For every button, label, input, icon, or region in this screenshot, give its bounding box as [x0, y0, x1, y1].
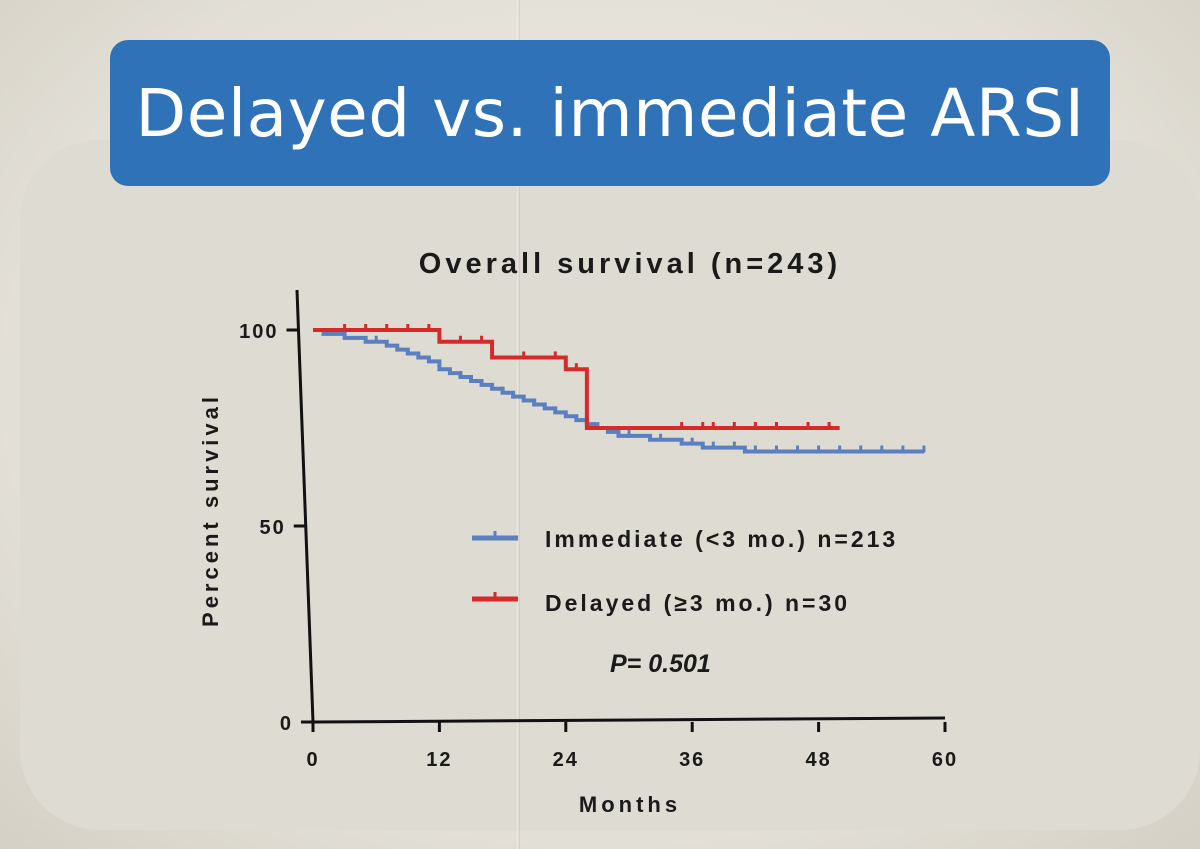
- x-tick-label: 36: [679, 749, 705, 771]
- slide-title: Delayed vs. immediate ARSI: [135, 74, 1085, 152]
- x-tick-label: 60: [932, 749, 958, 771]
- axes: [295, 289, 946, 724]
- chart-title: Overall survival (n=243): [419, 248, 841, 280]
- x-axis-line: [312, 716, 946, 724]
- x-tick-label: 0: [306, 749, 319, 771]
- content-panel: [20, 140, 1200, 830]
- y-tick-label: 0: [280, 713, 293, 735]
- title-banner: Delayed vs. immediate ARSI: [110, 40, 1110, 186]
- axis-ticks: 0 12 24 36 48 60 0 50 100: [239, 321, 958, 771]
- x-axis-label: Months: [579, 792, 681, 817]
- y-tick-label: 50: [259, 517, 285, 539]
- legend-label-delayed: Delayed (≥3 mo.) n=30: [545, 590, 850, 616]
- x-tick-label: 24: [553, 749, 579, 771]
- p-value-annotation: P= 0.501: [610, 650, 711, 678]
- plot-area: [313, 324, 926, 454]
- x-tick-label: 48: [805, 749, 831, 771]
- paper-fold: [517, 0, 520, 849]
- x-tick-label: 12: [426, 749, 452, 771]
- series-line-immediate: [313, 328, 924, 454]
- y-axis-line: [295, 289, 315, 723]
- legend: Immediate (<3 mo.) n=213 Delayed (≥3 mo.…: [472, 526, 898, 616]
- y-tick-label: 100: [239, 321, 278, 343]
- legend-label-immediate: Immediate (<3 mo.) n=213: [545, 526, 898, 552]
- y-axis-label: Percent survival: [198, 393, 223, 627]
